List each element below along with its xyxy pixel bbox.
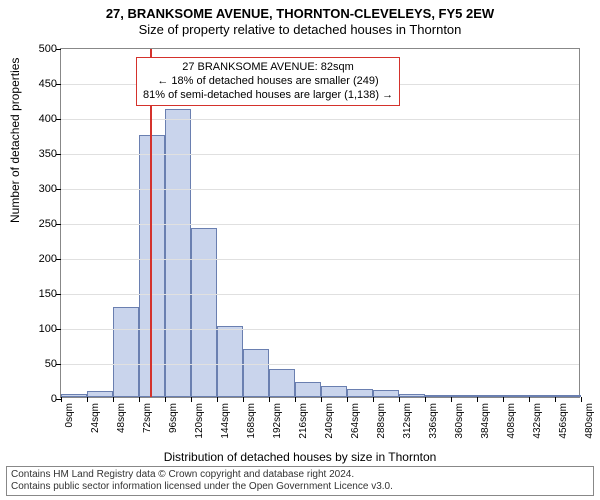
histogram-bar: [243, 349, 269, 397]
x-tick-mark: [503, 397, 504, 402]
x-tick-label: 120sqm: [194, 403, 205, 439]
x-tick-mark: [529, 397, 530, 402]
histogram-bar: [321, 386, 347, 397]
x-tick-label: 240sqm: [324, 403, 335, 439]
x-tick-label: 48sqm: [116, 403, 127, 433]
histogram-bar: [373, 390, 399, 397]
y-tick-label: 350: [39, 148, 57, 160]
annotation-line: 27 BRANKSOME AVENUE: 82sqm: [143, 61, 393, 75]
x-tick-mark: [61, 397, 62, 402]
grid-line: [61, 224, 579, 225]
x-tick-mark: [451, 397, 452, 402]
histogram-bar: [477, 395, 503, 397]
y-tick-label: 300: [39, 183, 57, 195]
x-tick-mark: [399, 397, 400, 402]
histogram-bar: [113, 307, 139, 397]
grid-line: [61, 189, 579, 190]
grid-line: [61, 259, 579, 260]
x-tick-label: 72sqm: [142, 403, 153, 433]
chart-title-block: 27, BRANKSOME AVENUE, THORNTON-CLEVELEYS…: [0, 0, 600, 39]
x-tick-mark: [477, 397, 478, 402]
x-tick-label: 264sqm: [350, 403, 361, 439]
grid-line: [61, 154, 579, 155]
footer-line-1: Contains HM Land Registry data © Crown c…: [11, 469, 589, 481]
histogram-bar: [217, 326, 243, 397]
histogram-bar: [529, 395, 555, 397]
x-tick-mark: [425, 397, 426, 402]
histogram-bar: [139, 135, 165, 397]
histogram-bar: [555, 395, 581, 397]
y-axis-label: Number of detached properties: [8, 58, 22, 223]
histogram-bar: [61, 394, 87, 398]
x-axis-label: Distribution of detached houses by size …: [0, 450, 600, 464]
chart-title-sub: Size of property relative to detached ho…: [0, 22, 600, 38]
x-tick-label: 360sqm: [454, 403, 465, 439]
y-tick-label: 0: [51, 393, 57, 405]
x-tick-label: 168sqm: [246, 403, 257, 439]
x-tick-label: 24sqm: [90, 403, 101, 433]
x-tick-label: 192sqm: [272, 403, 283, 439]
histogram-bar: [451, 395, 477, 397]
histogram-bar: [165, 109, 191, 397]
footer-line-2: Contains public sector information licen…: [11, 481, 589, 493]
annotation-callout: 27 BRANKSOME AVENUE: 82sqm← 18% of detac…: [136, 57, 400, 106]
histogram-bar: [295, 382, 321, 397]
x-tick-mark: [555, 397, 556, 402]
annotation-line: ← 18% of detached houses are smaller (24…: [143, 75, 393, 89]
histogram-plot-area: 0501001502002503003504004505000sqm24sqm4…: [60, 48, 580, 398]
histogram-bar: [269, 369, 295, 397]
x-tick-label: 432sqm: [532, 403, 543, 439]
y-tick-label: 450: [39, 78, 57, 90]
x-tick-mark: [295, 397, 296, 402]
histogram-bar: [399, 394, 425, 397]
x-tick-label: 144sqm: [220, 403, 231, 439]
x-tick-mark: [269, 397, 270, 402]
x-tick-mark: [217, 397, 218, 402]
x-tick-mark: [347, 397, 348, 402]
attribution-footer: Contains HM Land Registry data © Crown c…: [6, 466, 594, 496]
x-tick-label: 480sqm: [584, 403, 595, 439]
x-tick-label: 216sqm: [298, 403, 309, 439]
chart-title-main: 27, BRANKSOME AVENUE, THORNTON-CLEVELEYS…: [0, 6, 600, 22]
histogram-bar: [503, 395, 529, 397]
histogram-bar: [425, 395, 451, 397]
y-tick-label: 50: [45, 358, 57, 370]
y-tick-label: 200: [39, 253, 57, 265]
x-tick-label: 384sqm: [480, 403, 491, 439]
x-tick-label: 0sqm: [64, 403, 75, 427]
x-tick-mark: [373, 397, 374, 402]
y-tick-label: 250: [39, 218, 57, 230]
x-tick-mark: [113, 397, 114, 402]
x-tick-label: 408sqm: [506, 403, 517, 439]
x-tick-mark: [581, 397, 582, 402]
histogram-bar: [87, 391, 113, 397]
histogram-bar: [191, 228, 217, 397]
x-tick-label: 312sqm: [402, 403, 413, 439]
grid-line: [61, 329, 579, 330]
x-tick-mark: [139, 397, 140, 402]
y-tick-label: 150: [39, 288, 57, 300]
x-tick-mark: [87, 397, 88, 402]
y-tick-label: 500: [39, 43, 57, 55]
grid-line: [61, 119, 579, 120]
x-tick-label: 96sqm: [168, 403, 179, 433]
x-tick-label: 336sqm: [428, 403, 439, 439]
x-tick-mark: [191, 397, 192, 402]
x-tick-label: 456sqm: [558, 403, 569, 439]
x-tick-mark: [243, 397, 244, 402]
y-tick-label: 400: [39, 113, 57, 125]
x-tick-mark: [165, 397, 166, 402]
grid-line: [61, 294, 579, 295]
annotation-line: 81% of semi-detached houses are larger (…: [143, 89, 393, 103]
x-tick-mark: [321, 397, 322, 402]
y-tick-label: 100: [39, 323, 57, 335]
grid-line: [61, 364, 579, 365]
histogram-bar: [347, 389, 373, 397]
x-tick-label: 288sqm: [376, 403, 387, 439]
